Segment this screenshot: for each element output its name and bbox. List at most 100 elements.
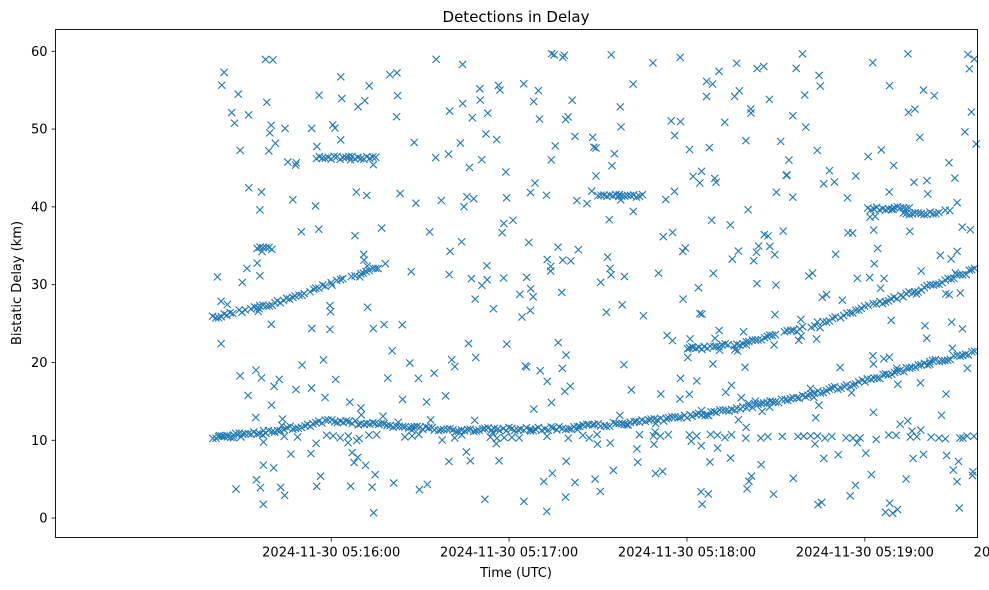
data-point bbox=[930, 91, 939, 100]
data-point bbox=[383, 374, 392, 383]
data-point bbox=[446, 247, 455, 256]
data-point bbox=[557, 288, 566, 297]
data-point bbox=[786, 326, 795, 335]
data-point bbox=[937, 411, 946, 420]
data-point bbox=[934, 208, 943, 217]
data-point bbox=[444, 150, 453, 159]
data-point bbox=[481, 129, 490, 138]
data-point bbox=[414, 430, 423, 439]
data-point bbox=[629, 80, 638, 89]
data-point bbox=[223, 300, 232, 309]
data-point bbox=[742, 337, 751, 346]
data-point bbox=[498, 228, 507, 237]
data-point bbox=[547, 155, 556, 164]
data-point bbox=[676, 117, 685, 126]
data-point bbox=[475, 84, 484, 93]
data-point bbox=[495, 456, 504, 465]
data-point bbox=[827, 383, 836, 392]
data-point bbox=[828, 314, 837, 323]
data-point bbox=[268, 55, 277, 64]
data-point bbox=[307, 124, 316, 133]
data-point bbox=[784, 156, 793, 165]
data-point bbox=[502, 193, 511, 202]
data-point bbox=[744, 205, 753, 214]
data-point bbox=[651, 419, 660, 428]
data-point bbox=[425, 227, 434, 236]
data-point bbox=[768, 331, 777, 340]
data-point bbox=[464, 339, 473, 348]
data-point bbox=[797, 331, 806, 340]
data-point bbox=[668, 336, 677, 345]
data-point bbox=[798, 322, 807, 331]
data-point bbox=[912, 290, 921, 299]
data-point bbox=[751, 335, 760, 344]
data-point bbox=[827, 432, 836, 441]
data-point bbox=[707, 216, 716, 225]
data-point bbox=[616, 102, 625, 111]
y-tick-label: 0 bbox=[39, 512, 47, 527]
data-point bbox=[698, 500, 707, 509]
data-point bbox=[413, 422, 421, 431]
data-point bbox=[885, 353, 894, 362]
data-point bbox=[256, 243, 265, 252]
data-point bbox=[562, 457, 571, 466]
data-point bbox=[678, 247, 687, 256]
data-point bbox=[622, 420, 631, 429]
data-point bbox=[572, 196, 581, 205]
data-point bbox=[956, 288, 965, 297]
data-point bbox=[788, 111, 797, 120]
data-point bbox=[733, 346, 742, 355]
data-point bbox=[466, 456, 475, 465]
data-point bbox=[344, 432, 353, 441]
data-point bbox=[529, 405, 538, 414]
data-point bbox=[685, 430, 694, 439]
data-point bbox=[965, 64, 974, 73]
data-point bbox=[651, 427, 660, 436]
data-point bbox=[963, 50, 972, 59]
data-point bbox=[499, 273, 508, 282]
data-point bbox=[804, 272, 813, 281]
data-point bbox=[896, 420, 905, 429]
data-point bbox=[430, 369, 439, 378]
data-point bbox=[941, 206, 950, 215]
data-point bbox=[922, 334, 931, 343]
x-tick-label: 2024-11-30 05:16:00 bbox=[262, 546, 400, 561]
data-point bbox=[234, 90, 243, 99]
data-point bbox=[885, 81, 894, 90]
data-point bbox=[602, 308, 611, 317]
data-point bbox=[697, 406, 706, 415]
data-point bbox=[529, 426, 538, 435]
data-point bbox=[393, 91, 402, 100]
data-point bbox=[817, 498, 826, 507]
data-point bbox=[744, 399, 753, 408]
data-point bbox=[524, 238, 533, 247]
data-point bbox=[214, 313, 223, 322]
data-point bbox=[316, 472, 325, 481]
data-point bbox=[311, 201, 320, 210]
data-point bbox=[734, 415, 743, 424]
data-point bbox=[526, 284, 535, 293]
data-point bbox=[963, 432, 972, 441]
data-point bbox=[907, 363, 916, 372]
data-point bbox=[956, 352, 965, 361]
data-point bbox=[342, 416, 351, 425]
data-point bbox=[936, 251, 945, 260]
data-point bbox=[230, 119, 239, 128]
data-point bbox=[885, 188, 894, 196]
data-point bbox=[734, 247, 743, 256]
data-point bbox=[208, 434, 217, 443]
data-point bbox=[228, 309, 237, 318]
data-point bbox=[696, 487, 705, 496]
data-point bbox=[870, 259, 879, 268]
data-point bbox=[543, 255, 552, 264]
data-point bbox=[814, 401, 823, 410]
data-point bbox=[603, 253, 612, 261]
data-point bbox=[639, 311, 648, 320]
data-point bbox=[816, 82, 825, 91]
data-point bbox=[217, 297, 226, 306]
data-point bbox=[915, 133, 924, 142]
data-point bbox=[261, 55, 270, 64]
data-point bbox=[267, 121, 276, 130]
data-point bbox=[256, 483, 265, 492]
data-point bbox=[763, 432, 772, 441]
